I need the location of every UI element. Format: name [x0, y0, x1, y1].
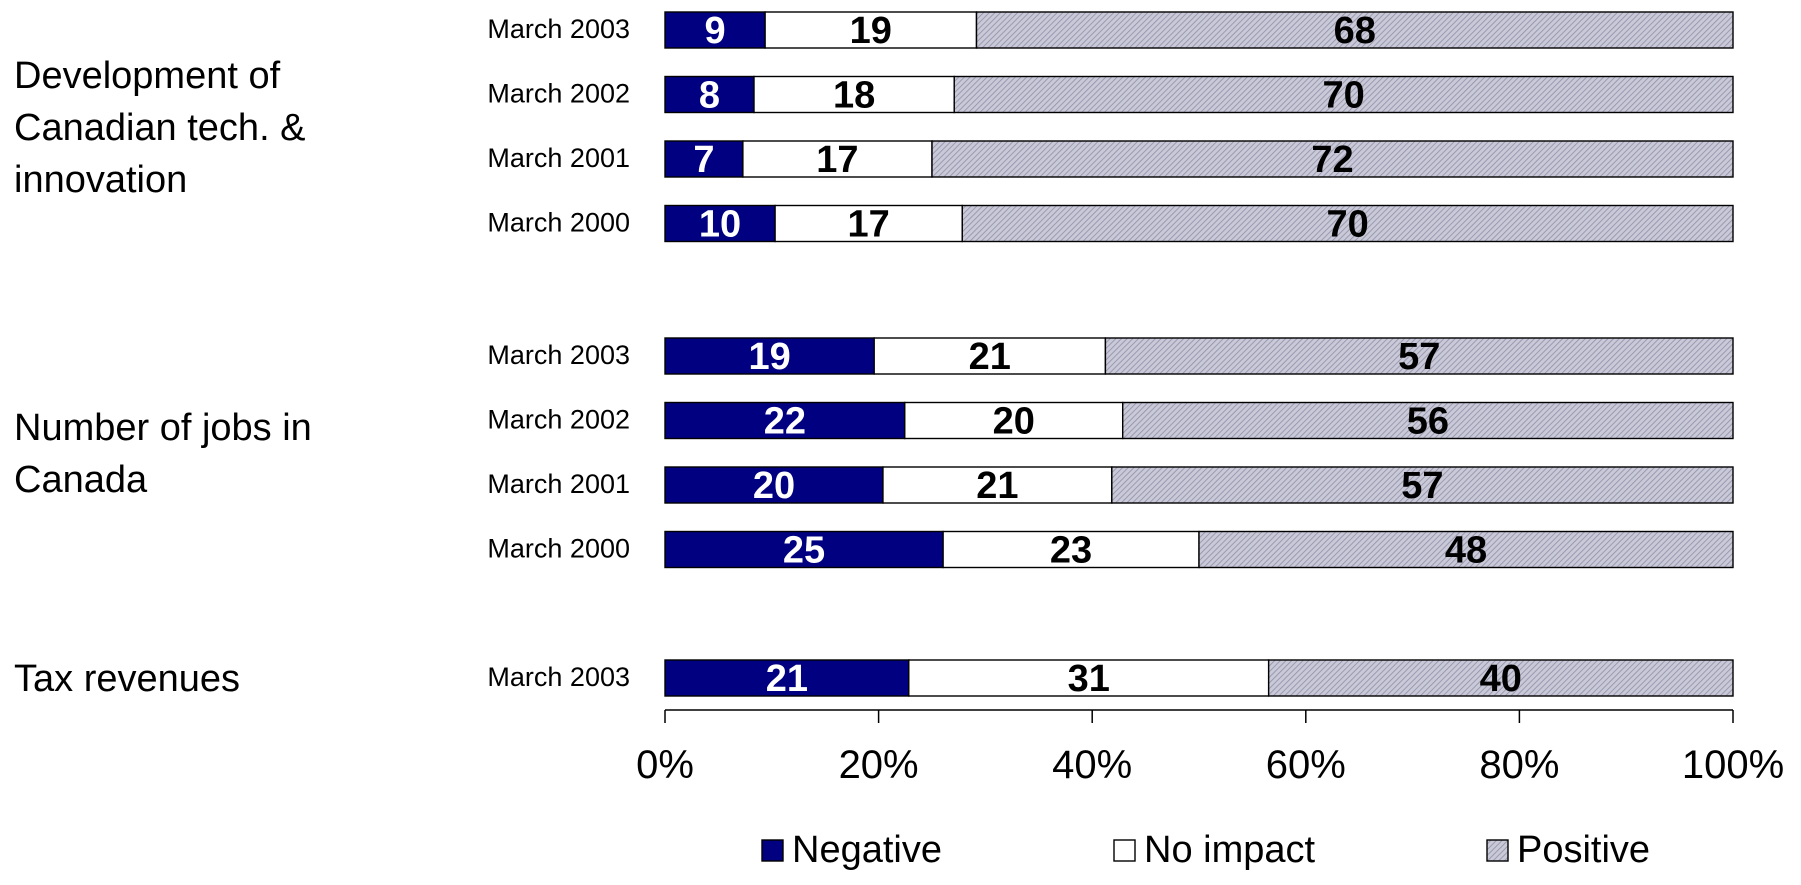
data-label: 8: [699, 75, 720, 117]
x-axis: 0% 20% 40% 60% 80% 100%: [636, 709, 1784, 787]
legend-swatch: [761, 839, 784, 862]
bar-segment-negative: [664, 11, 766, 49]
legend-label: No impact: [1144, 829, 1315, 871]
group-label: Canada: [14, 459, 148, 501]
x-tick-label: 80%: [1479, 743, 1559, 787]
group-label: innovation: [14, 159, 187, 201]
bar-segment-no-impact: [904, 401, 1124, 440]
row-label: March 2003: [487, 662, 630, 692]
data-label: 31: [1068, 658, 1110, 700]
bar-segment-positive: [975, 11, 1734, 49]
bar-segment-negative: [664, 530, 944, 569]
bar-segment-negative: [664, 140, 744, 178]
group-label: Canadian tech. &: [14, 107, 306, 149]
data-label: 20: [753, 465, 795, 507]
row-label: March 2001: [487, 469, 630, 499]
bar-segment-negative: [664, 401, 906, 440]
legend-swatch: [1486, 839, 1509, 862]
x-tick-label: 0%: [636, 743, 694, 787]
legend-label: Positive: [1517, 829, 1650, 871]
bar-segment-positive: [1111, 466, 1734, 504]
data-label: 17: [816, 139, 858, 181]
data-label: 19: [850, 10, 892, 52]
data-label: 25: [783, 530, 825, 572]
data-label: 23: [1050, 530, 1092, 572]
bar-segment-no-impact: [942, 530, 1200, 569]
row-label: March 2002: [487, 405, 630, 435]
data-label: 19: [748, 336, 790, 378]
bar-segment-negative: [664, 466, 884, 504]
row-label: March 2003: [487, 14, 630, 44]
bar-segment-positive: [961, 204, 1734, 243]
bar-segment-negative: [664, 204, 776, 243]
group-label: Tax revenues: [14, 658, 240, 700]
data-label: 21: [976, 465, 1018, 507]
data-label: 18: [833, 75, 875, 117]
data-label: 40: [1480, 658, 1522, 700]
row-label: March 2002: [487, 79, 630, 109]
data-label: 22: [764, 401, 806, 443]
x-tick-label: 100%: [1682, 743, 1784, 787]
data-label: 72: [1311, 139, 1353, 181]
x-tick-label: 40%: [1052, 743, 1132, 787]
group-label: Development of: [14, 55, 281, 97]
data-label: 9: [704, 10, 725, 52]
bar-segment-positive: [953, 75, 1734, 114]
data-label: 70: [1322, 75, 1364, 117]
data-label: 7: [693, 139, 714, 181]
bars-layer: [664, 11, 1734, 697]
bar-segment-positive: [931, 140, 1734, 178]
row-label: March 2000: [487, 534, 630, 564]
data-label: 17: [848, 204, 890, 246]
data-label: 56: [1407, 401, 1449, 443]
data-label: 48: [1445, 530, 1487, 572]
data-label: 20: [993, 401, 1035, 443]
data-label: 70: [1326, 204, 1368, 246]
bar-segment-positive: [1198, 530, 1734, 569]
bar-segment-no-impact: [742, 140, 933, 178]
legend-swatch: [1113, 839, 1136, 862]
bar-segment-positive: [1122, 401, 1734, 440]
group-label: Number of jobs in: [14, 407, 312, 449]
bar-segment-positive: [1267, 659, 1734, 697]
bar-segment-no-impact: [764, 11, 978, 49]
x-tick-label: 60%: [1266, 743, 1346, 787]
data-label: 21: [766, 658, 808, 700]
data-label: 68: [1334, 10, 1376, 52]
data-label: 57: [1401, 465, 1443, 507]
bar-segment-negative: [664, 659, 910, 697]
bar-segment-no-impact: [753, 75, 955, 114]
row-label: March 2001: [487, 143, 630, 173]
legend-label: Negative: [792, 829, 942, 871]
row-label: March 2000: [487, 208, 630, 238]
legend: Negative No impact Positive: [761, 829, 1650, 871]
x-tick-label: 20%: [839, 743, 919, 787]
bar-segment-positive: [1104, 337, 1734, 375]
data-label: 57: [1398, 336, 1440, 378]
row-label: March 2003: [487, 340, 630, 370]
labels-layer: March 2003 9 19 68 March 2002 8 18 70 March 2001…: [14, 10, 1522, 700]
bar-segment-no-impact: [873, 337, 1107, 375]
data-label: 10: [699, 204, 741, 246]
data-label: 21: [969, 336, 1011, 378]
bar-segment-no-impact: [882, 466, 1113, 504]
bar-segment-negative: [664, 337, 875, 375]
